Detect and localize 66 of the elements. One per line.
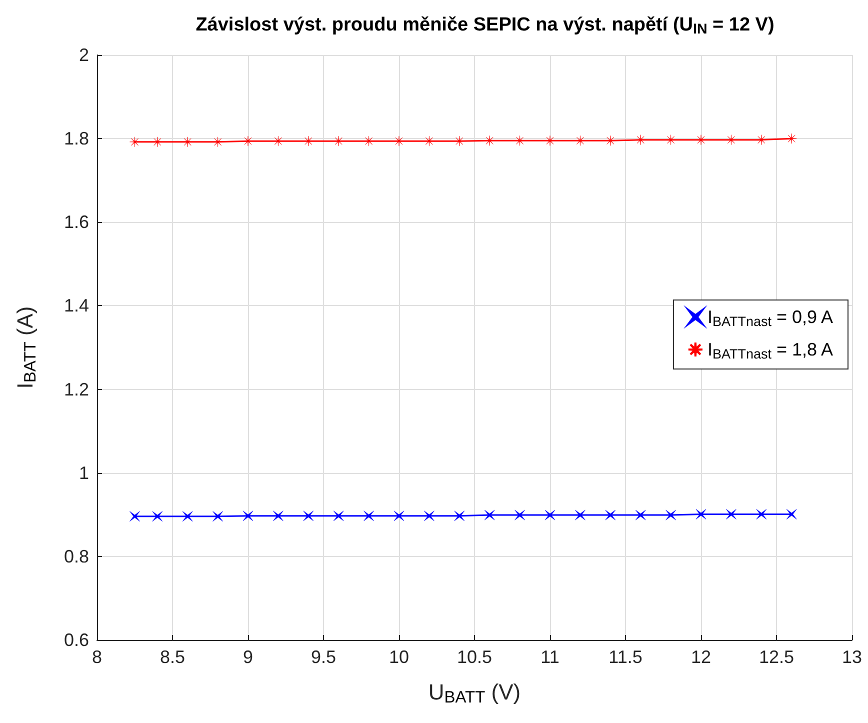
- point: [152, 511, 163, 522]
- y-tick-label: 1.2: [64, 379, 89, 400]
- x-tick-label: 10: [388, 647, 410, 667]
- point: [152, 136, 163, 148]
- x-tick-label: 11.5: [608, 647, 642, 667]
- point: [303, 510, 314, 522]
- point: [666, 134, 676, 145]
- point: [756, 134, 767, 145]
- point: [544, 136, 556, 146]
- point: [514, 510, 525, 520]
- x-tick-label: 12: [690, 647, 712, 667]
- point: [273, 136, 284, 146]
- y-tick-label: 0.8: [64, 546, 89, 566]
- point: [696, 134, 706, 145]
- point: [484, 510, 495, 520]
- point: [635, 510, 646, 520]
- point: [605, 136, 616, 146]
- point: [394, 136, 404, 146]
- point: [182, 136, 193, 148]
- point: [273, 510, 284, 522]
- point: [364, 510, 374, 522]
- point: [544, 510, 556, 520]
- point: [696, 509, 706, 520]
- x-tick-label: 11: [540, 647, 560, 667]
- point: [514, 136, 525, 146]
- point: [726, 134, 736, 145]
- y-tick-label: 1.4: [64, 296, 89, 316]
- point: [635, 134, 646, 145]
- point: [333, 136, 344, 146]
- point: [212, 136, 223, 148]
- y-tick-label: 1.8: [64, 128, 89, 149]
- point: [756, 509, 767, 520]
- x-tick-label: 9.5: [310, 647, 336, 667]
- point: [786, 133, 797, 144]
- y-tick-label: 1.6: [64, 212, 89, 232]
- x-tick-label: 9: [242, 647, 254, 667]
- y-tick-label: 2: [78, 45, 89, 65]
- point: [242, 510, 254, 522]
- y-axis-title: IBATT (A): [12, 306, 40, 389]
- x-tick-label: 8: [92, 647, 102, 667]
- point: [575, 136, 586, 146]
- point: [364, 136, 374, 146]
- point: [666, 510, 676, 520]
- point: [605, 510, 616, 520]
- point: [726, 509, 736, 520]
- point: [575, 510, 586, 520]
- point: [424, 136, 434, 146]
- x-tick-label: 12.5: [758, 647, 794, 667]
- point: [454, 136, 465, 146]
- point: [394, 510, 404, 522]
- x-tick-label: 13: [842, 647, 862, 667]
- point: [212, 511, 223, 522]
- point: [424, 510, 434, 522]
- x-tick-label: 8.5: [160, 647, 186, 667]
- point: [333, 510, 344, 522]
- point: [242, 136, 254, 146]
- x-tick-label: 10.5: [456, 647, 492, 667]
- point: [182, 511, 193, 522]
- point: [130, 511, 140, 522]
- point: [786, 509, 797, 520]
- point: [454, 510, 465, 522]
- y-tick-label: 0.6: [64, 630, 89, 650]
- point: [303, 136, 314, 146]
- point: [484, 136, 495, 146]
- y-tick-label: 1: [78, 462, 89, 483]
- point: [130, 136, 140, 148]
